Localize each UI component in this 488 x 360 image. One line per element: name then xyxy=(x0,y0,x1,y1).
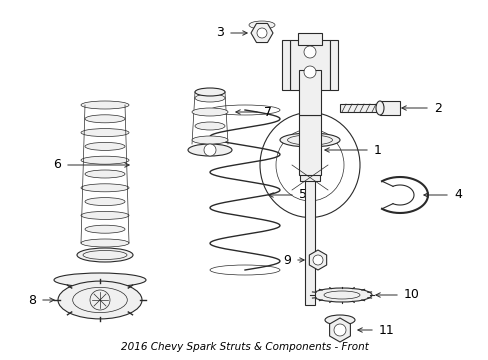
Bar xyxy=(298,115,320,175)
Text: 9: 9 xyxy=(283,253,290,266)
Ellipse shape xyxy=(85,115,125,123)
Ellipse shape xyxy=(58,281,142,319)
Ellipse shape xyxy=(83,251,127,260)
Polygon shape xyxy=(329,318,350,342)
Bar xyxy=(298,70,320,115)
Ellipse shape xyxy=(85,170,125,178)
Circle shape xyxy=(333,324,346,336)
Text: 8: 8 xyxy=(28,293,36,306)
Circle shape xyxy=(304,66,315,78)
Bar xyxy=(329,40,337,90)
Text: 10: 10 xyxy=(403,288,419,302)
Ellipse shape xyxy=(85,143,125,150)
Ellipse shape xyxy=(73,287,127,312)
Ellipse shape xyxy=(280,133,339,147)
Circle shape xyxy=(203,144,216,156)
Circle shape xyxy=(90,290,110,310)
Ellipse shape xyxy=(187,144,231,156)
Ellipse shape xyxy=(85,225,125,233)
Bar xyxy=(299,169,319,181)
Text: 4: 4 xyxy=(453,189,461,202)
Ellipse shape xyxy=(195,122,224,130)
Text: 1: 1 xyxy=(373,144,381,157)
Ellipse shape xyxy=(81,156,129,164)
Ellipse shape xyxy=(192,136,227,144)
Circle shape xyxy=(312,255,323,265)
Polygon shape xyxy=(250,23,272,42)
Text: 7: 7 xyxy=(264,105,271,118)
Bar xyxy=(339,104,379,112)
Bar xyxy=(297,33,321,45)
Ellipse shape xyxy=(81,239,129,247)
Ellipse shape xyxy=(195,94,224,102)
Ellipse shape xyxy=(192,108,227,116)
Text: 5: 5 xyxy=(298,189,306,202)
Ellipse shape xyxy=(375,101,383,115)
Bar xyxy=(289,40,329,90)
Text: 6: 6 xyxy=(53,158,61,171)
Ellipse shape xyxy=(311,288,371,302)
Ellipse shape xyxy=(287,135,332,145)
Circle shape xyxy=(257,28,266,38)
Ellipse shape xyxy=(54,273,146,287)
Ellipse shape xyxy=(81,211,129,219)
Ellipse shape xyxy=(325,315,354,325)
Text: 3: 3 xyxy=(216,27,224,40)
Text: 2: 2 xyxy=(433,102,441,114)
Text: 11: 11 xyxy=(378,324,394,337)
Circle shape xyxy=(304,46,315,58)
Ellipse shape xyxy=(81,129,129,136)
Ellipse shape xyxy=(85,198,125,206)
Bar xyxy=(379,101,399,115)
Bar xyxy=(282,40,289,90)
Polygon shape xyxy=(309,250,326,270)
Text: 2016 Chevy Spark Struts & Components - Front: 2016 Chevy Spark Struts & Components - F… xyxy=(121,342,368,352)
Ellipse shape xyxy=(195,88,224,96)
Ellipse shape xyxy=(248,21,274,29)
Bar xyxy=(305,175,314,305)
Ellipse shape xyxy=(81,101,129,109)
Ellipse shape xyxy=(324,291,359,299)
Ellipse shape xyxy=(81,184,129,192)
Ellipse shape xyxy=(77,248,133,262)
